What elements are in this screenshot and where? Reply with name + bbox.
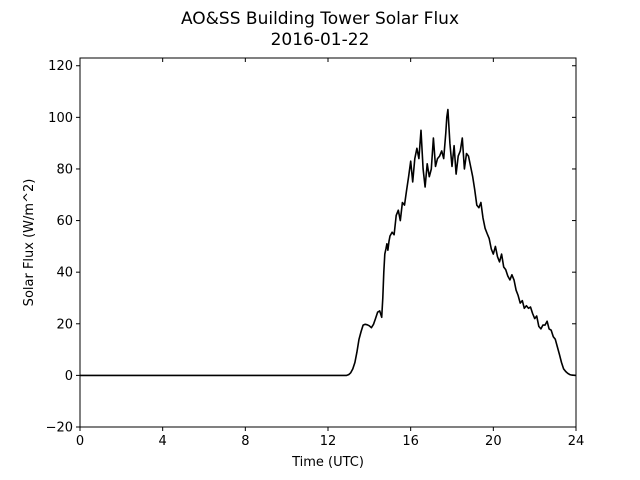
solar-flux-series-line <box>80 108 577 377</box>
y-tick-label: −20 <box>46 421 73 436</box>
x-tick-label: 0 <box>76 434 84 449</box>
x-tick-label: 16 <box>402 434 419 449</box>
chart-subtitle: 2016-01-22 <box>271 30 370 50</box>
y-tick-label: 120 <box>48 59 73 74</box>
x-axis-label: Time (UTC) <box>291 455 364 470</box>
chart-title: AO&SS Building Tower Solar Flux <box>181 9 459 29</box>
y-tick-label: 40 <box>56 266 73 281</box>
x-tick-label: 20 <box>485 434 502 449</box>
plot-frame <box>79 57 577 428</box>
x-tick-label: 24 <box>568 434 585 449</box>
x-tick-label: 4 <box>159 434 167 449</box>
y-axis-ticks: −20 0 20 40 60 80 100 120 <box>46 59 576 436</box>
x-tick-label: 8 <box>241 434 249 449</box>
y-tick-label: 20 <box>56 317 73 332</box>
y-tick-label: 60 <box>56 214 73 229</box>
y-axis-label: Solar Flux (W/m^2) <box>22 179 37 307</box>
y-tick-label: 100 <box>48 111 73 126</box>
y-tick-label: 80 <box>56 162 73 177</box>
y-tick-label: 0 <box>65 369 73 384</box>
x-axis-ticks: 0 4 8 12 16 20 24 <box>76 58 584 449</box>
x-tick-label: 12 <box>320 434 337 449</box>
